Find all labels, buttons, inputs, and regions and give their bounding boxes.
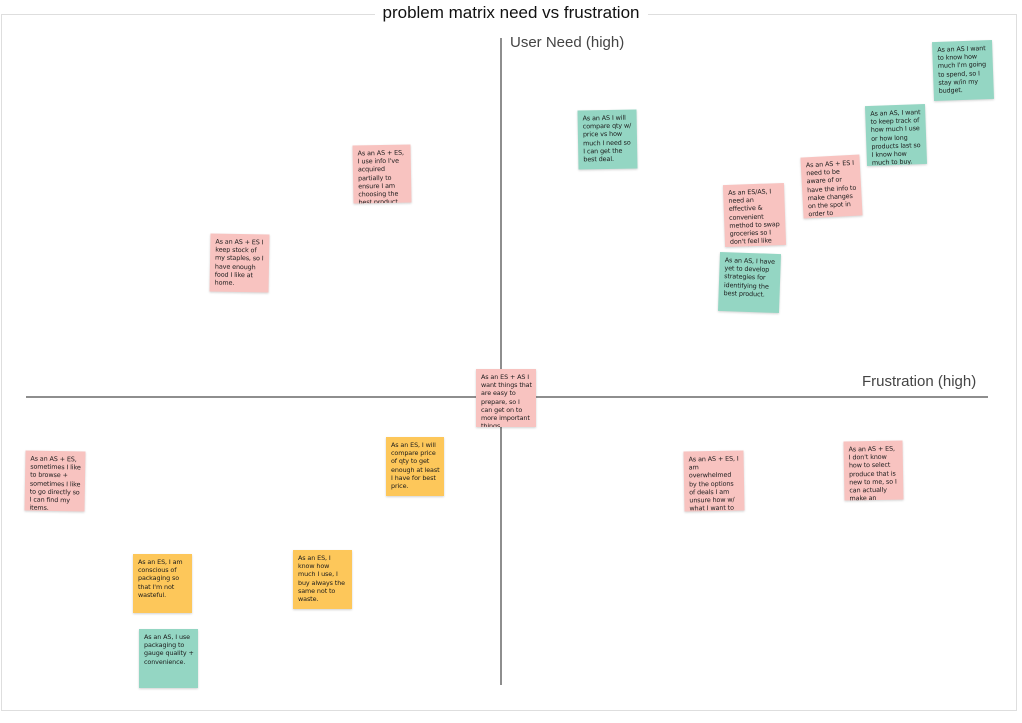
sticky-note[interactable]: As an ES + AS I want things that are eas… (476, 369, 536, 427)
axis-label-user-need: User Need (high) (510, 34, 625, 51)
sticky-note[interactable]: As an AS I want to know how much I'm goi… (931, 39, 995, 102)
axis-label-frustration: Frustration (high) (862, 373, 977, 390)
sticky-note[interactable]: As an AS + ES I need to be aware of or h… (800, 154, 863, 219)
sticky-note[interactable]: As an AS, I want to keep track of how mu… (864, 103, 928, 167)
sticky-note[interactable]: As an AS + ES, sometimes I like to brows… (24, 450, 86, 512)
sticky-note[interactable]: As an AS, I have yet to develop strategi… (717, 251, 782, 314)
sticky-note[interactable]: As an ES, I know how much I use, I buy a… (293, 550, 352, 609)
sticky-note[interactable]: As an AS I will compare qty w/ price vs … (577, 109, 638, 170)
vertical-axis-need (500, 38, 502, 685)
sticky-note[interactable]: As an ES, I will compare price of qty to… (386, 437, 444, 496)
sticky-note[interactable]: As an ES/AS, I need an effective & conve… (722, 182, 787, 248)
sticky-note[interactable]: As an AS, I use packaging to gauge quali… (139, 629, 198, 688)
sticky-note[interactable]: As an AS + ES, I use info I've acquired … (352, 144, 412, 204)
board-title: problem matrix need vs frustration (0, 0, 1022, 26)
sticky-note[interactable]: As an AS + ES I keep stock of my staples… (209, 233, 270, 293)
sticky-note[interactable]: As an AS + ES, I am overwhelmed by the o… (683, 450, 745, 512)
sticky-note[interactable]: As an ES, I am conscious of packaging so… (133, 554, 192, 613)
sticky-note[interactable]: As an AS + ES, I don't know how to selec… (843, 440, 904, 501)
